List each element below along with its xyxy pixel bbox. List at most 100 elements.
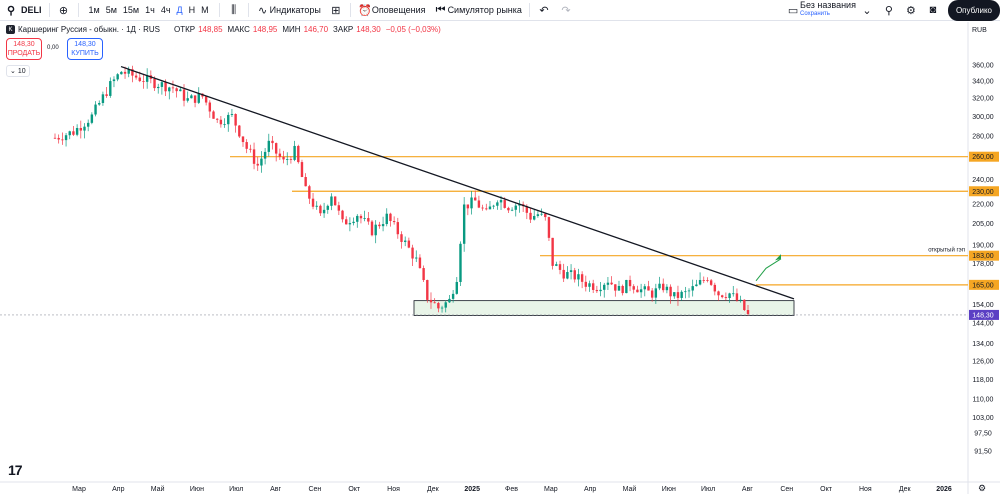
candle-body	[466, 204, 470, 209]
currency-label[interactable]: RUB	[972, 27, 987, 34]
candle-body	[595, 289, 599, 292]
candle-body	[219, 119, 223, 125]
interval-button[interactable]: М	[201, 5, 209, 15]
candle-body	[300, 162, 304, 178]
candle-body	[171, 87, 175, 89]
candle-body	[389, 213, 392, 222]
price-tick-label: 178,00	[972, 261, 994, 268]
candle-body	[153, 78, 156, 89]
support-zone-box[interactable]	[413, 300, 795, 316]
indicators-button[interactable]: ∿ Индикаторы	[252, 0, 325, 21]
quick-search-button[interactable]: ⚲	[878, 0, 900, 21]
interval-button[interactable]: Д	[176, 5, 183, 15]
alerts-button[interactable]: ⏰ Оповещения	[354, 0, 430, 21]
candle-body	[359, 215, 363, 219]
grid-icon: ⊞	[331, 4, 341, 17]
candle-body	[120, 71, 123, 75]
sell-price: 148,30	[13, 41, 35, 48]
search-icon: ⚲	[6, 4, 16, 17]
trendline[interactable]	[120, 65, 795, 300]
candle-body	[164, 82, 167, 92]
replay-button[interactable]: ⏮ Симулятор рынка	[430, 0, 526, 21]
candle-body	[83, 126, 86, 131]
candle-body	[138, 77, 141, 82]
candle-body	[348, 223, 352, 225]
candle-body	[179, 89, 182, 92]
candle-body	[352, 221, 355, 224]
time-tick-label: Апр	[584, 486, 596, 493]
candle-body	[709, 280, 713, 285]
candle-body	[621, 285, 624, 294]
buy-button[interactable]: 148,30 КУПИТЬ	[67, 38, 103, 60]
candle-body	[496, 202, 499, 206]
tradingview-logo[interactable]: 17	[8, 462, 23, 478]
divider	[48, 3, 50, 17]
candle-body	[636, 289, 639, 293]
time-tick-label: Ноя	[387, 486, 400, 493]
candle-body	[573, 270, 576, 280]
undo-button[interactable]: ↶	[533, 0, 555, 21]
templates-button[interactable]: ⊞	[325, 0, 347, 21]
candle-body	[662, 283, 665, 291]
redo-button[interactable]: ↷	[555, 0, 577, 21]
candle-body	[562, 269, 565, 279]
time-tick-label: Июн	[662, 486, 676, 493]
price-tick-label: 360,00	[972, 63, 994, 70]
price-tick-label: 91,50	[974, 449, 992, 456]
interval-button[interactable]: 1м	[88, 5, 100, 15]
compare-button[interactable]: ⊕	[53, 0, 75, 21]
level-price-label: 230,00	[972, 189, 994, 196]
candle-body	[367, 218, 370, 222]
interval-button[interactable]: 1ч	[145, 5, 155, 15]
legend-title[interactable]: Каршеринг Руссия - обыкн. · 1Д · RUS	[18, 25, 160, 34]
settings-button[interactable]: ⚙	[900, 0, 922, 21]
candle-body	[643, 286, 646, 290]
candle-body	[474, 197, 477, 201]
candle-body	[739, 299, 742, 301]
divider	[528, 3, 530, 17]
candle-body	[665, 286, 669, 291]
time-tick-label: Сен	[780, 486, 793, 493]
candle-body	[308, 186, 311, 199]
candle-body	[617, 285, 621, 291]
interval-button[interactable]: 5м	[105, 5, 117, 15]
candle-body	[415, 257, 418, 259]
time-tick-label: Апр	[112, 486, 124, 493]
layout-title: Без названия	[800, 0, 856, 10]
gear-icon: ⚙	[906, 4, 916, 17]
sell-button[interactable]: 148,30 ПРОДАТЬ	[6, 38, 42, 60]
candle-body	[278, 153, 282, 157]
candle-body	[400, 234, 403, 242]
candle-body	[422, 268, 425, 281]
symbol-search[interactable]: ⚲ DELI	[0, 0, 46, 21]
chart-type-button[interactable]: ⫼	[223, 0, 245, 21]
candle-body	[698, 279, 702, 285]
candle-body	[341, 210, 344, 220]
interval-button[interactable]: 4ч	[160, 5, 171, 15]
replay-label: Симулятор рынка	[447, 5, 522, 15]
snapshot-button[interactable]: ◙	[922, 0, 944, 21]
time-tick-label: Июн	[190, 486, 204, 493]
publish-button[interactable]: Опублико	[947, 0, 1000, 21]
candle-body	[204, 96, 208, 103]
price-tick-label: 118,00	[973, 377, 994, 384]
layout-button[interactable]: ▭ Без названия Сохранить ⌄	[782, 0, 878, 21]
candle-body	[374, 224, 377, 236]
open-label: ОТКР	[173, 25, 196, 34]
candle-body	[470, 197, 473, 209]
candle-body	[234, 113, 237, 126]
indicator-toggle[interactable]: ⌄ 10	[6, 65, 30, 77]
interval-button[interactable]: 15м	[122, 5, 140, 15]
time-tick-label: Ноя	[859, 486, 872, 493]
forecast-arrow[interactable]	[755, 258, 782, 282]
candle-body	[728, 293, 731, 299]
top-toolbar: ⚲ DELI ⊕ 1м 5м 15м 1ч 4ч Д Н М ⫼ ∿ Индикаторы ⊞…	[0, 0, 1000, 21]
price-tick-label: 97,50	[974, 431, 992, 438]
candle-body	[510, 209, 514, 211]
price-tick-label: 126,00	[972, 358, 994, 365]
level-price-badge	[969, 279, 999, 290]
gear-icon[interactable]: ⚙	[978, 483, 987, 493]
interval-button[interactable]: Н	[188, 5, 196, 15]
candle-body	[79, 127, 83, 131]
